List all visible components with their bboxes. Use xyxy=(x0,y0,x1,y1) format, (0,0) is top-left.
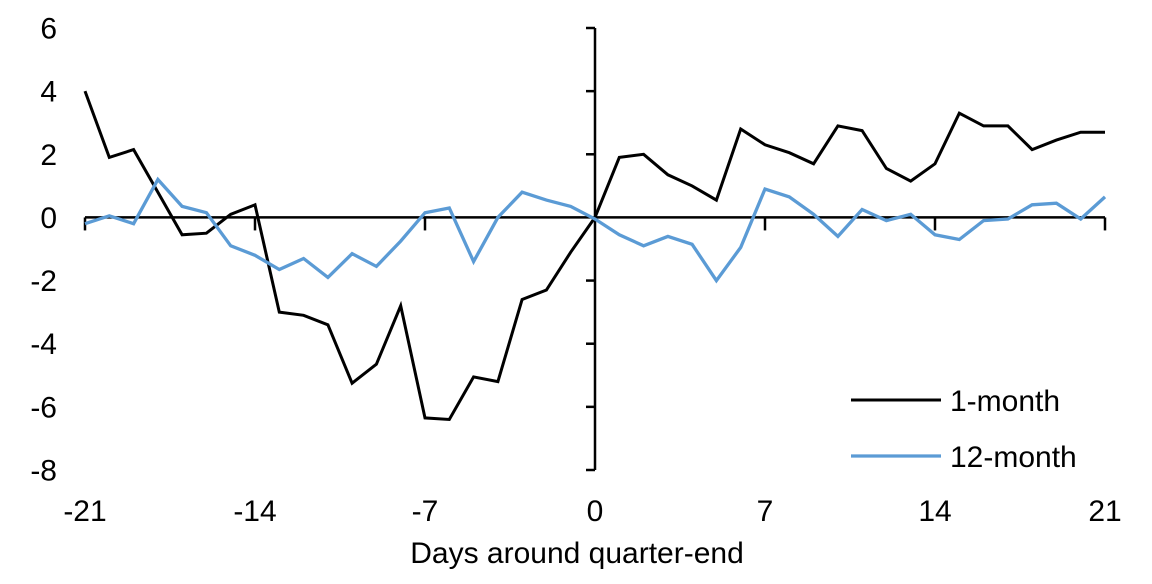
y-tick-label: -8 xyxy=(30,455,57,488)
x-axis-labels: -21 -14 -7 0 7 14 21 xyxy=(63,495,1121,528)
x-tick-label: -21 xyxy=(63,495,106,528)
y-tick-label: 4 xyxy=(40,76,57,109)
series-lines xyxy=(83,90,1107,422)
legend-label-12-month: 12-month xyxy=(950,441,1077,474)
y-tick-label: -4 xyxy=(30,328,57,361)
legend: 1-month 12-month xyxy=(851,385,1077,474)
series-line-12-month xyxy=(84,176,1107,284)
x-tick-label: 14 xyxy=(918,495,951,528)
x-tick-label: 7 xyxy=(757,495,774,528)
y-tick-label: 0 xyxy=(40,202,57,235)
x-tick-label: 0 xyxy=(587,495,604,528)
y-tick-label: -6 xyxy=(30,391,57,424)
legend-label-1-month: 1-month xyxy=(950,385,1060,418)
x-axis-title: Days around quarter-end xyxy=(410,537,744,570)
x-tick-label: -14 xyxy=(233,495,276,528)
x-tick-label: 21 xyxy=(1088,495,1121,528)
x-tick-label: -7 xyxy=(412,495,439,528)
y-tick-label: 2 xyxy=(40,139,57,172)
y-tick-label: -2 xyxy=(30,265,57,298)
y-axis-labels: 6 4 2 0 -2 -4 -6 -8 xyxy=(30,13,57,488)
y-tick-label: 6 xyxy=(40,13,57,46)
